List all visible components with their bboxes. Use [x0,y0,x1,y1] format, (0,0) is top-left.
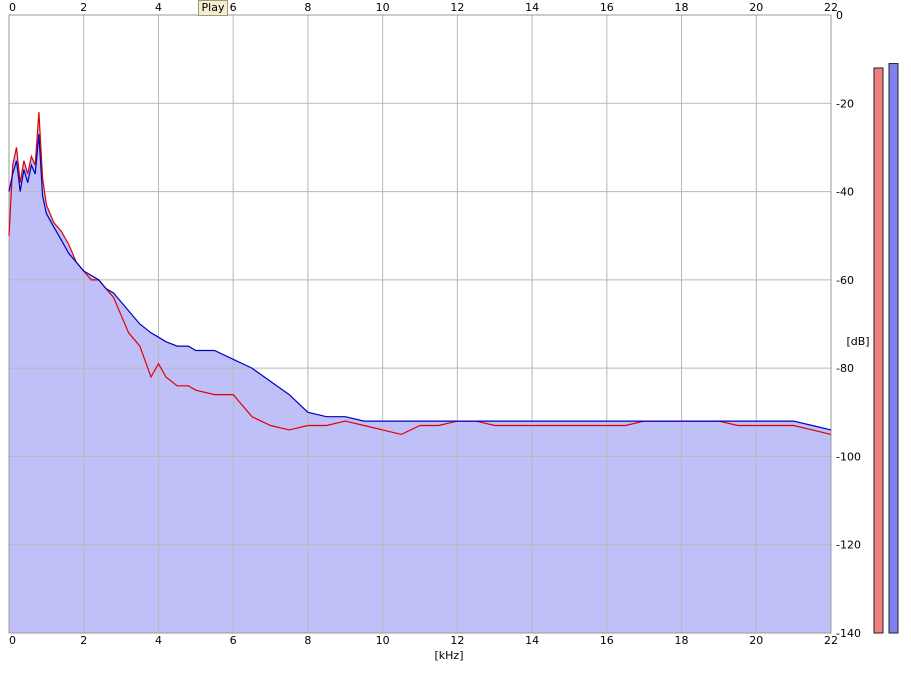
x-tick-label: 2 [80,634,87,647]
spectrum-line-0 [8,112,832,436]
y-tick-label: -60 [836,274,854,287]
x-tick-label-top: 16 [600,1,614,14]
x-tick-label: 22 [824,634,838,647]
y-tick-label: -100 [836,450,861,463]
x-tick-label-top: 22 [824,1,838,14]
y-tick-label: -40 [836,186,854,199]
x-tick-label-top: 0 [9,1,16,14]
x-tick-label-top: 12 [450,1,464,14]
y-tick-label: -20 [836,97,854,110]
y-tick-label: -80 [836,362,854,375]
y-tick-label: -140 [836,627,861,640]
y-tick-label: 0 [836,9,843,22]
x-tick-label: 10 [376,634,390,647]
x-tick-label-top: 18 [675,1,689,14]
x-tick-label: 16 [600,634,614,647]
x-tick-label-top: 2 [80,1,87,14]
plot-frame [8,14,832,634]
x-tick-label: 4 [155,634,162,647]
level-meter-0 [873,67,884,634]
x-tick-label: 14 [525,634,539,647]
x-tick-label-top: 14 [525,1,539,14]
y-axis-label: [dB] [846,335,869,348]
level-meter-1 [888,63,899,634]
y-tick-label: -120 [836,539,861,552]
x-tick-label: 12 [450,634,464,647]
x-tick-label: 0 [9,634,16,647]
x-tick-label: 18 [675,634,689,647]
spectrum-line-1 [8,134,832,431]
x-tick-label: 8 [304,634,311,647]
x-tick-label-top: 8 [304,1,311,14]
x-axis-label: [kHz] [435,649,464,662]
x-tick-label-top: 20 [749,1,763,14]
x-tick-label: 6 [230,634,237,647]
play-button[interactable]: Play [198,0,228,16]
x-tick-label: 20 [749,634,763,647]
x-tick-label-top: 4 [155,1,162,14]
x-tick-label-top: 6 [230,1,237,14]
x-tick-label-top: 10 [376,1,390,14]
spectrum-fill [9,112,831,634]
